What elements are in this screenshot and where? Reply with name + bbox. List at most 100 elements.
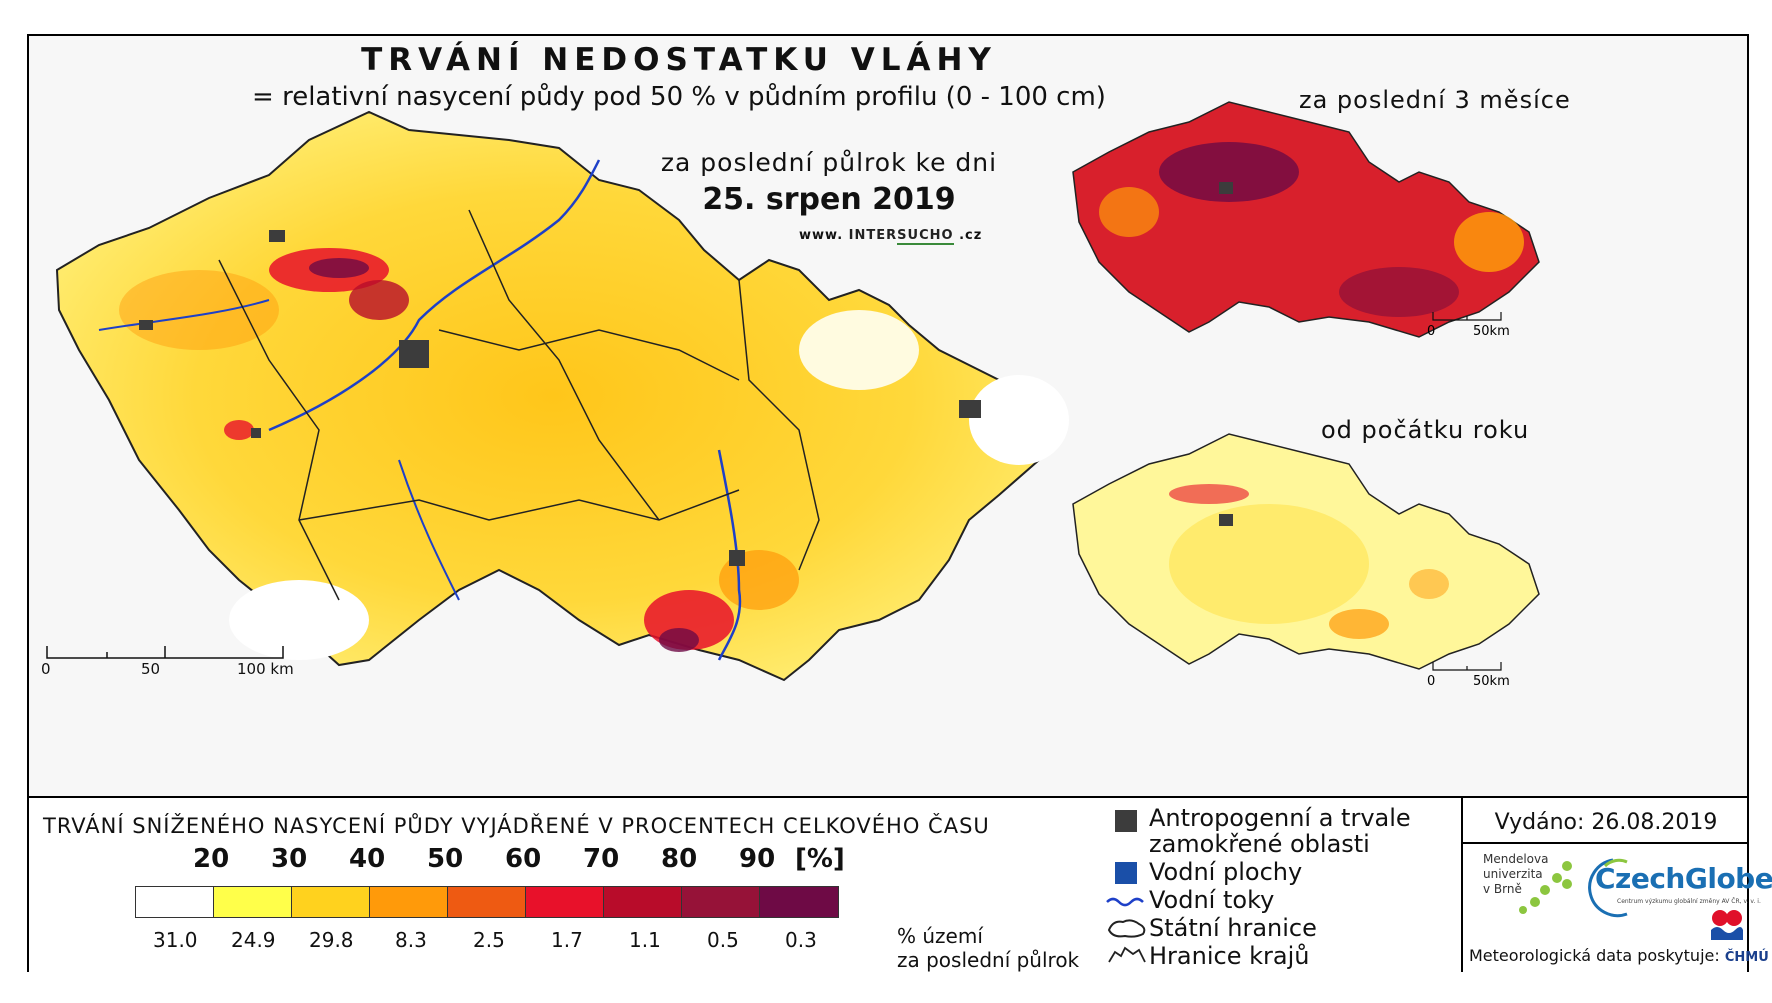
swatch-40-50 <box>369 886 449 918</box>
website-suffix: .cz <box>959 228 983 243</box>
regional-border-4 <box>738 279 820 571</box>
swatch-30-40 <box>291 886 371 918</box>
class-label-unit: [%] <box>795 844 845 874</box>
mendel-text: Mendelova univerzita v Brně <box>1483 852 1548 897</box>
rivers-label: Vodní toky <box>1149 886 1275 914</box>
regional-border-label: Hranice krajů <box>1149 942 1310 970</box>
inset-3m-core-south <box>1339 267 1459 317</box>
pct-8: 0.3 <box>785 928 817 952</box>
inset-bottom-label: od počátku roku <box>1321 416 1530 444</box>
water-body-swatch <box>1115 862 1137 884</box>
regional-border-2 <box>468 209 660 521</box>
state-border-label: Státní hranice <box>1149 914 1317 942</box>
pale-area-jeseniky <box>799 310 919 390</box>
class-label-70: 70 <box>583 844 620 874</box>
anthropogenic-label-1: Antropogenní a trvale <box>1149 804 1411 832</box>
inset-top-scale-50: 50km <box>1473 324 1510 339</box>
city-west <box>139 320 153 330</box>
inset-top-scale-0: 0 <box>1427 324 1436 339</box>
regional-border-1 <box>218 259 340 601</box>
inset-top-label: za poslední 3 měsíce <box>1299 86 1571 114</box>
chmu-logo-icon <box>1711 910 1743 940</box>
inset-3m-city <box>1219 182 1233 194</box>
class-label-90: 90 <box>739 844 776 874</box>
issued-panel: Vydáno: 26.08.2019 Mendelova univerzita … <box>1461 798 1772 972</box>
mendel-line-2: univerzita <box>1483 867 1543 881</box>
swatch-20-30 <box>213 886 293 918</box>
class-label-60: 60 <box>505 844 542 874</box>
river-symbol <box>1106 897 1144 907</box>
swatch-60-70 <box>525 886 605 918</box>
meteo-credit-text: Meteorologická data poskytuje: <box>1469 946 1720 965</box>
class-label-20: 20 <box>193 844 230 874</box>
pct-7: 0.5 <box>707 928 739 952</box>
pct-2: 29.8 <box>309 928 354 952</box>
map-subtitle: = relativní nasycení půdy pod 50 % v půd… <box>252 82 1106 112</box>
inset-bottom-scale-bar <box>1432 662 1502 671</box>
city-ostrava <box>959 400 981 418</box>
inset-year-map <box>1072 433 1540 670</box>
orange-area-west <box>119 270 279 350</box>
pct-3: 8.3 <box>395 928 427 952</box>
mendel-line-3: v Brně <box>1483 882 1522 896</box>
main-scale-bar <box>46 646 284 659</box>
regional-border-symbol <box>1108 946 1146 963</box>
city-north <box>269 230 285 242</box>
pct-0: 31.0 <box>153 928 198 952</box>
legend-panel: TRVÁNÍ SNÍŽENÉHO NASYCENÍ PŮDY VYJÁDŘENÉ… <box>29 796 1772 972</box>
inset-year-orange-east <box>1409 569 1449 599</box>
period-label: za poslední půlrok ke dni <box>660 148 998 177</box>
issued-date: Vydáno: 26.08.2019 <box>1494 810 1718 835</box>
mendel-logo-icon <box>1519 861 1572 914</box>
water-bodies-label: Vodní plochy <box>1149 858 1303 886</box>
czechglobe-logo: CzechGlobe <box>1595 862 1772 895</box>
river-vltava-labe <box>268 159 601 432</box>
swatch-50-60 <box>447 886 527 918</box>
inset-year-yellow <box>1169 504 1369 624</box>
website-brand-b: SUCHO <box>897 228 954 245</box>
city-praha <box>399 340 429 368</box>
main-drought-map <box>55 110 1069 682</box>
czechglobe-logo-icon <box>1588 858 1628 918</box>
website-prefix: www. <box>799 228 844 243</box>
state-border-symbol <box>1107 919 1146 938</box>
hotspot-central <box>349 280 409 320</box>
class-label-40: 40 <box>349 844 386 874</box>
swatch-70-80 <box>603 886 683 918</box>
issued-separator <box>1463 842 1749 844</box>
regional-border-5 <box>438 329 740 381</box>
main-scale-0: 0 <box>41 660 51 678</box>
chmu-label: ČHMÚ <box>1724 950 1769 965</box>
river-ohre <box>98 299 270 331</box>
pct-note-line1: % území <box>897 924 983 948</box>
anthropogenic-label-2: zamokřené oblasti <box>1149 830 1370 858</box>
czechglobe-subtitle: Centrum výzkumu globální změny AV ČR, v.… <box>1617 898 1761 905</box>
city-brno <box>729 550 745 566</box>
pct-5: 1.7 <box>551 928 583 952</box>
swatch-90-100 <box>759 886 839 918</box>
swatch-80-90 <box>681 886 761 918</box>
mendel-line-1: Mendelova <box>1483 852 1549 866</box>
river-morava <box>717 449 742 661</box>
inset-top-scale-bar <box>1432 312 1502 321</box>
inset-bottom-scale-50: 50km <box>1473 674 1510 689</box>
inset-bottom-scale-0: 0 <box>1427 674 1436 689</box>
class-label-50: 50 <box>427 844 464 874</box>
inset-year-hotspot <box>1169 484 1249 504</box>
class-label-80: 80 <box>661 844 698 874</box>
hotspot-north-core <box>309 258 369 278</box>
pct-note-line2: za poslední půlrok <box>897 948 1080 972</box>
intersucho-link[interactable]: www. INTERSUCHO .cz <box>799 228 983 245</box>
website-brand-a: INTER <box>848 228 898 243</box>
swatch-0-20 <box>135 886 215 918</box>
class-label-30: 30 <box>271 844 308 874</box>
inset-3m-core-north <box>1159 142 1299 202</box>
regional-border-3 <box>298 489 740 521</box>
pct-6: 1.1 <box>629 928 661 952</box>
inset-3-months-map <box>1072 101 1540 338</box>
inset-year-city <box>1219 514 1233 526</box>
map-title: TRVÁNÍ NEDOSTATKU VLÁHY <box>361 42 997 78</box>
inset-3m-orange-east <box>1454 212 1524 272</box>
anthropogenic-swatch <box>1115 810 1137 832</box>
river-south <box>398 459 460 601</box>
